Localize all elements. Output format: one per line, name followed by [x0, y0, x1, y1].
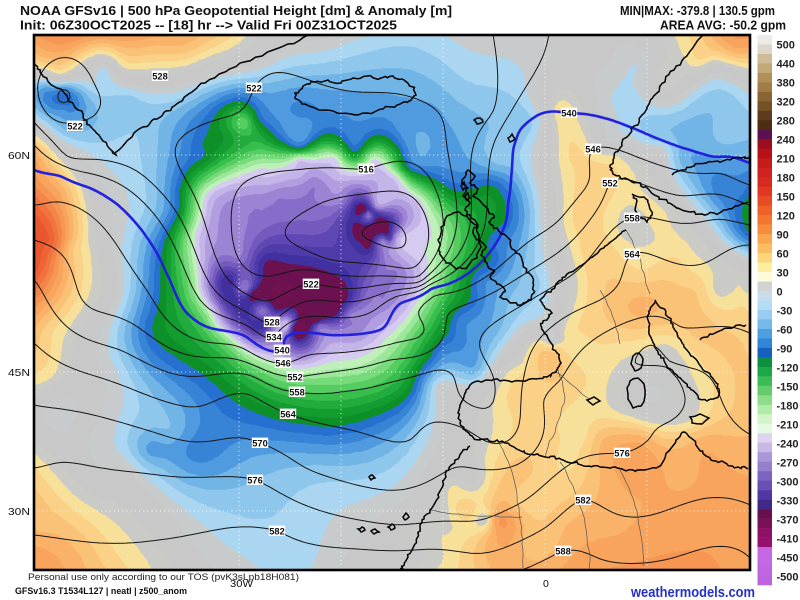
svg-text:-270: -270 [777, 457, 799, 469]
svg-text:120: 120 [777, 210, 795, 222]
svg-text:150: 150 [777, 191, 795, 203]
svg-text:-180: -180 [777, 400, 799, 412]
svg-text:540: 540 [274, 345, 290, 355]
svg-text:528: 528 [152, 71, 168, 81]
svg-text:-120: -120 [777, 362, 799, 374]
svg-text:-90: -90 [777, 343, 793, 355]
svg-text:-150: -150 [777, 381, 799, 393]
svg-text:320: 320 [777, 96, 795, 108]
svg-text:-300: -300 [777, 476, 799, 488]
svg-text:500: 500 [777, 39, 795, 51]
svg-text:522: 522 [246, 83, 262, 93]
svg-text:546: 546 [585, 144, 601, 154]
svg-text:552: 552 [602, 178, 618, 188]
svg-text:0: 0 [777, 286, 783, 298]
svg-text:30N: 30N [8, 506, 30, 518]
svg-text:528: 528 [264, 317, 280, 327]
svg-text:576: 576 [247, 475, 263, 485]
svg-text:-410: -410 [777, 533, 799, 545]
svg-text:30W: 30W [230, 578, 253, 590]
svg-text:546: 546 [275, 358, 291, 368]
svg-text:558: 558 [624, 213, 640, 223]
svg-text:GFSv16.3 T1534L127 | neatl | z: GFSv16.3 T1534L127 | neatl | z500_anom [15, 586, 187, 597]
svg-text:-500: -500 [777, 571, 799, 583]
svg-text:280: 280 [777, 115, 795, 127]
svg-text:-60: -60 [777, 324, 793, 336]
svg-text:-450: -450 [777, 552, 799, 564]
svg-text:552: 552 [287, 372, 303, 382]
svg-text:380: 380 [777, 77, 795, 89]
svg-text:60: 60 [777, 248, 789, 260]
svg-text:30: 30 [777, 267, 789, 279]
svg-text:522: 522 [67, 121, 83, 131]
svg-text:534: 534 [266, 332, 282, 342]
svg-text:588: 588 [555, 546, 571, 556]
svg-text:440: 440 [777, 58, 795, 70]
svg-text:-30: -30 [777, 305, 793, 317]
svg-text:0: 0 [543, 578, 549, 590]
svg-text:564: 564 [280, 409, 296, 419]
svg-text:-330: -330 [777, 495, 799, 507]
svg-text:60N: 60N [8, 150, 30, 162]
svg-text:240: 240 [777, 134, 795, 146]
svg-text:582: 582 [269, 526, 285, 536]
svg-text:Personal use only according to: Personal use only according to our TOS (… [28, 572, 299, 583]
svg-text:-210: -210 [777, 419, 799, 431]
svg-text:-240: -240 [777, 438, 799, 450]
svg-text:570: 570 [252, 438, 268, 448]
svg-text:AREA AVG: -50.2 gpm: AREA AVG: -50.2 gpm [660, 18, 786, 33]
svg-text:45N: 45N [8, 367, 30, 379]
svg-text:516: 516 [358, 164, 374, 174]
svg-text:180: 180 [777, 172, 795, 184]
svg-text:-370: -370 [777, 514, 799, 526]
svg-text:540: 540 [561, 108, 577, 118]
svg-text:582: 582 [575, 495, 591, 505]
svg-text:90: 90 [777, 229, 789, 241]
svg-text:Init: 06Z30OCT2025 -- [18] hr: Init: 06Z30OCT2025 -- [18] hr --> Valid … [20, 18, 397, 33]
svg-text:564: 564 [624, 249, 640, 259]
svg-text:NOAA GFSv16 | 500 hPa Geopote: NOAA GFSv16 | 500 hPa Geopotential Heigh… [20, 3, 452, 18]
svg-text:MIN|MAX: -379.8 | 130.5 gpm: MIN|MAX: -379.8 | 130.5 gpm [620, 3, 775, 18]
svg-text:210: 210 [777, 153, 795, 165]
svg-text:558: 558 [289, 387, 305, 397]
svg-text:weathermodels.com: weathermodels.com [630, 585, 755, 600]
svg-text:522: 522 [303, 279, 319, 289]
svg-text:576: 576 [614, 448, 630, 458]
